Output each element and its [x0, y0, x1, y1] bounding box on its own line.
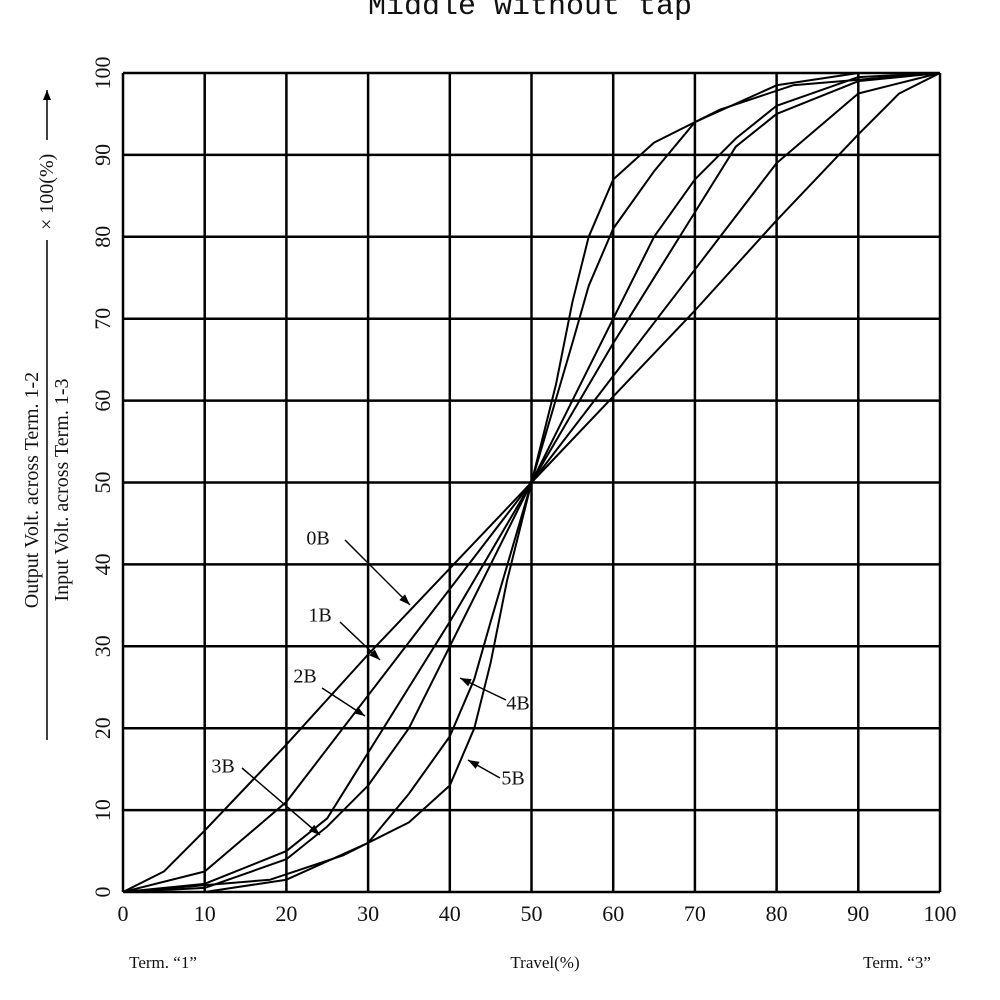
y-tick-label: 80: [90, 226, 115, 248]
y-tick-label: 10: [90, 799, 115, 821]
x-tick-label: 70: [684, 901, 706, 926]
leader-arrow: [369, 649, 380, 660]
curve-label: 0B: [306, 528, 329, 550]
x-tick-label: 30: [357, 901, 379, 926]
curve-label: 4B: [506, 693, 529, 715]
leader-arrow: [353, 706, 365, 716]
leader-line: [344, 539, 411, 606]
y-tick-label: 60: [90, 390, 115, 412]
y-label-denominator: Input Volt. across Term. 1-3: [51, 378, 73, 601]
x-tick-label: 40: [439, 901, 461, 926]
y-axis-label: Output Volt. across Term. 1-2 Input Volt…: [21, 90, 73, 740]
curve-label: 5B: [501, 768, 524, 790]
leader-arrow: [309, 824, 320, 835]
y-tick-label: 50: [90, 472, 115, 494]
x-tick-label: 50: [521, 901, 543, 926]
y-tick-label: 40: [90, 553, 115, 575]
series-line: [122, 72, 941, 893]
y-tick-label: 100: [90, 57, 115, 90]
x-tick-label: 60: [602, 901, 624, 926]
y-tick-label: 30: [90, 635, 115, 657]
x-right-label: Term. “3”: [863, 953, 931, 972]
axis-arrow-head: [43, 90, 51, 100]
y-label-numerator: Output Volt. across Term. 1-2: [21, 372, 43, 608]
x-axis-label: Travel(%): [510, 953, 579, 972]
x-tick-label: 90: [847, 901, 869, 926]
x-tick-label: 20: [275, 901, 297, 926]
y-label-factor: × 100(%): [36, 154, 58, 230]
x-left-label: Term. “1”: [129, 953, 197, 972]
y-tick-label: 70: [90, 308, 115, 330]
x-tick-label: 10: [194, 901, 216, 926]
x-tick-label: 80: [766, 901, 788, 926]
y-tick-label: 20: [90, 717, 115, 739]
curve-label: 3B: [211, 756, 234, 778]
leader-arrow: [468, 760, 480, 769]
y-tick-label: 0: [90, 887, 115, 898]
leader-arrow: [460, 678, 472, 687]
x-tick-label: 0: [118, 901, 129, 926]
curve-label: 1B: [308, 605, 331, 627]
x-tick-label: 100: [924, 901, 957, 926]
leader-line: [241, 767, 321, 836]
chart-title: Middle without tap: [368, 0, 692, 24]
leader-arrow: [399, 594, 410, 605]
curve-label: 2B: [293, 666, 316, 688]
y-tick-label: 90: [90, 144, 115, 166]
